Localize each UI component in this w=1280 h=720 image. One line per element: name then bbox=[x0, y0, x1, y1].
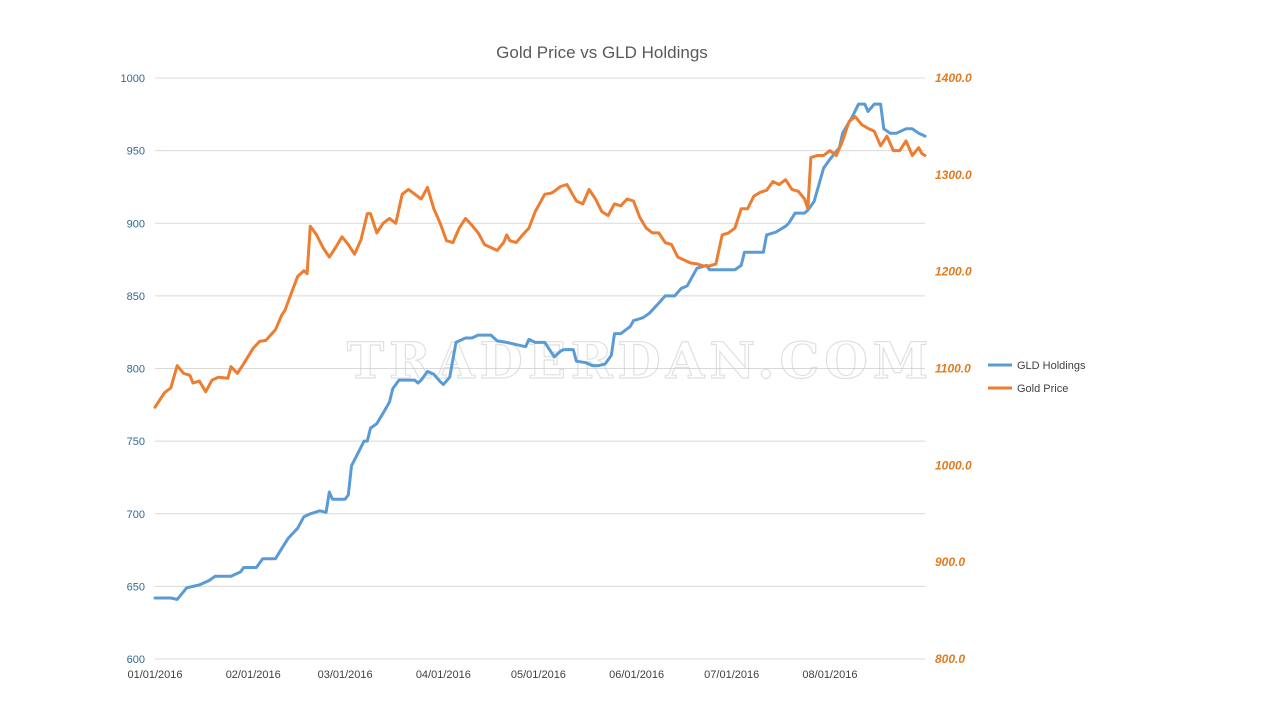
left-tick-label: 750 bbox=[127, 436, 145, 448]
x-tick-label: 07/01/2016 bbox=[704, 669, 759, 681]
left-tick-label: 800 bbox=[127, 364, 145, 376]
x-tick-label: 01/01/2016 bbox=[127, 669, 182, 681]
series-line-gld-holdings bbox=[153, 102, 927, 601]
right-tick-label: 1100.0 bbox=[935, 362, 971, 376]
right-tick-label: 1000.0 bbox=[935, 458, 972, 472]
left-tick-label: 850 bbox=[127, 291, 145, 303]
right-axis: 1400.0 1300.0 1200.0 1100.0 1000.0 900.0 800.0 bbox=[935, 71, 972, 666]
x-axis: 01/01/2016 02/01/2016 03/01/2016 04/01/2016… bbox=[127, 669, 857, 681]
right-tick-label: 1200.0 bbox=[935, 265, 972, 279]
left-tick-label: 650 bbox=[127, 581, 145, 593]
left-tick-label: 900 bbox=[127, 218, 145, 230]
legend-label: GLD Holdings bbox=[1017, 360, 1086, 372]
left-tick-label: 600 bbox=[127, 654, 145, 666]
right-tick-label: 800.0 bbox=[935, 652, 965, 666]
right-tick-label: 1400.0 bbox=[935, 71, 972, 85]
legend-label: Gold Price bbox=[1017, 383, 1068, 395]
series-lines bbox=[153, 102, 927, 601]
x-tick-label: 05/01/2016 bbox=[511, 669, 566, 681]
watermark: TRADERDAN.COM bbox=[347, 331, 933, 390]
legend[interactable]: GLD Holdings Gold Price bbox=[988, 360, 1086, 395]
left-tick-label: 1000 bbox=[121, 73, 145, 85]
x-tick-label: 02/01/2016 bbox=[226, 669, 281, 681]
right-tick-label: 900.0 bbox=[935, 555, 965, 569]
series-line-gold-price bbox=[153, 115, 927, 409]
left-axis: 1000 950 900 850 800 750 700 650 600 bbox=[121, 73, 145, 666]
left-tick-label: 700 bbox=[127, 509, 145, 521]
x-tick-label: 04/01/2016 bbox=[416, 669, 471, 681]
left-tick-label: 950 bbox=[127, 146, 145, 158]
x-tick-label: 03/01/2016 bbox=[318, 669, 373, 681]
x-tick-label: 06/01/2016 bbox=[609, 669, 664, 681]
gridlines bbox=[155, 77, 925, 660]
x-tick-label: 08/01/2016 bbox=[802, 669, 857, 681]
chart-title: Gold Price vs GLD Holdings bbox=[496, 43, 708, 62]
right-tick-label: 1300.0 bbox=[935, 168, 972, 182]
